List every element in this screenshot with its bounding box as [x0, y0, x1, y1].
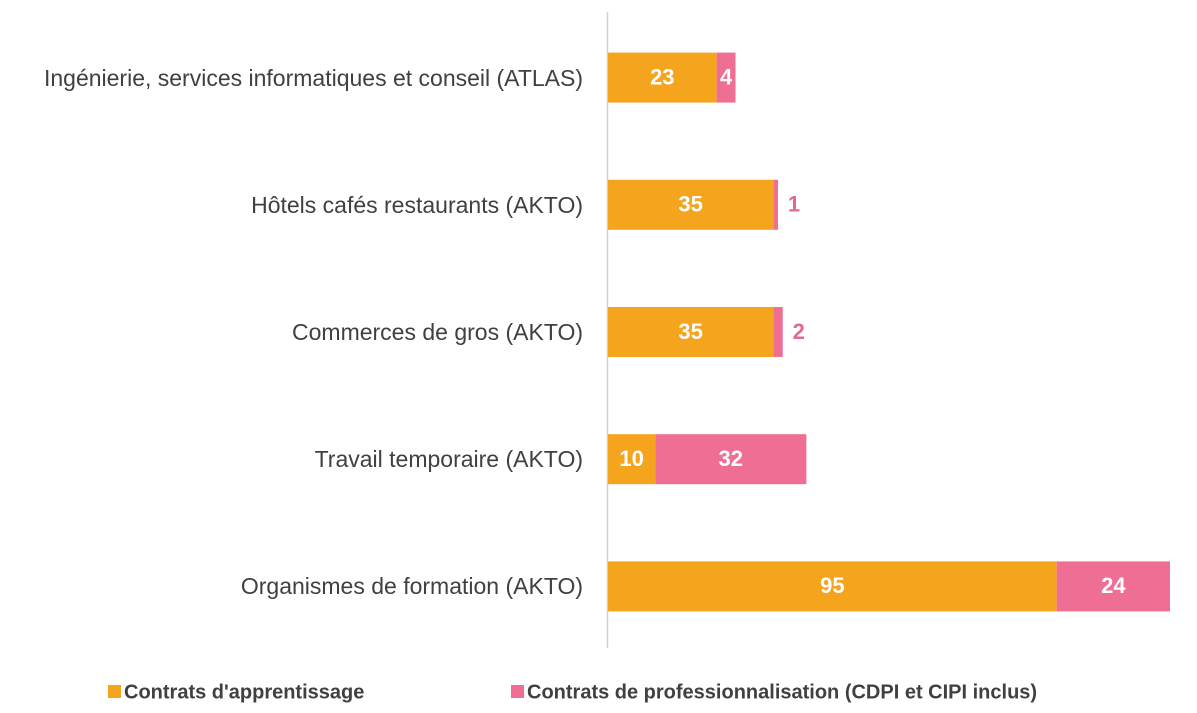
- legend-label: Contrats de professionnalisation (CDPI e…: [527, 681, 1037, 703]
- legend-swatch: [511, 685, 524, 698]
- bar-segment: [608, 307, 774, 357]
- value-label: 95: [820, 573, 844, 598]
- bar-segment: [773, 307, 783, 357]
- category-label: Commerces de gros (AKTO): [0, 292, 583, 372]
- category-label: Hôtels cafés restaurants (AKTO): [0, 165, 583, 245]
- bar-segment: [716, 52, 736, 103]
- value-label: 32: [719, 446, 743, 471]
- value-label: 35: [678, 192, 702, 217]
- value-label: 4: [720, 64, 733, 89]
- category-label: Travail temporaire (AKTO): [0, 419, 583, 499]
- legend-swatch: [108, 685, 121, 698]
- bar-segment: [608, 434, 656, 485]
- category-text: Ingénierie, services informatiques et co…: [43, 64, 583, 91]
- value-label: 23: [650, 64, 674, 89]
- bar-segment: [608, 52, 717, 103]
- category-label: Organismes de formation (AKTO): [0, 546, 583, 626]
- legend-label: Contrats d'apprentissage: [124, 681, 364, 703]
- bar-segment: [1056, 561, 1170, 612]
- category-text: Travail temporaire (AKTO): [314, 446, 583, 473]
- bar-segment: [608, 179, 774, 230]
- bar-segment: [608, 561, 1057, 612]
- value-label: 2: [793, 319, 805, 344]
- value-label: 1: [788, 192, 800, 217]
- category-label: Ingénierie, services informatiques et co…: [0, 38, 583, 118]
- value-label: 10: [619, 446, 643, 471]
- bar-segment: [655, 434, 807, 485]
- bar-segment: [773, 179, 779, 230]
- value-label: 35: [678, 319, 702, 344]
- category-text: Hôtels cafés restaurants (AKTO): [251, 191, 583, 218]
- category-text: Commerces de gros (AKTO): [292, 319, 583, 345]
- value-label: 24: [1101, 573, 1126, 598]
- category-text: Organismes de formation (AKTO): [240, 573, 583, 600]
